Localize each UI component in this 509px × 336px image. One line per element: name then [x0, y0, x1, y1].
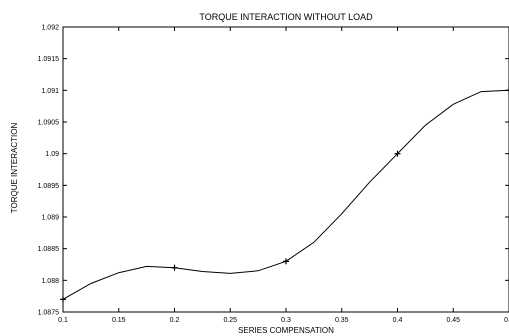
- x-tick-label-3: 0.25: [223, 317, 237, 324]
- y-tick-label-9: 1.092: [41, 25, 59, 32]
- x-tick-label-1: 0.15: [112, 317, 126, 324]
- markers: [60, 87, 509, 303]
- y-tick-label-8: 1.0915: [38, 56, 60, 63]
- y-tick-label-7: 1.091: [41, 88, 59, 95]
- data-point-4: [506, 87, 509, 94]
- y-tick-label-4: 1.0895: [38, 183, 60, 190]
- x-tick-label-6: 0.4: [393, 317, 403, 324]
- y-axis-label: TORQUE INTERACTION: [10, 123, 19, 214]
- x-tick-label-0: 0.1: [58, 317, 68, 324]
- y-tick-label-6: 1.0905: [38, 120, 60, 127]
- data-point-1: [171, 264, 178, 271]
- y-tick-label-1: 1.088: [41, 278, 59, 285]
- x-tick-label-5: 0.35: [335, 317, 349, 324]
- x-tick-label-4: 0.3: [281, 317, 291, 324]
- plot-area: [62, 26, 509, 313]
- y-tick-label-3: 1.089: [41, 215, 59, 222]
- y-tick-label-5: 1.09: [45, 151, 59, 158]
- ticks: 0.1 0.15 0.2 0.25 0.3 0.35 0.4 0.45 0.5 1.0875 1.0…: [38, 25, 509, 324]
- x-tick-label-7: 0.45: [446, 317, 460, 324]
- data-point-3: [394, 150, 401, 157]
- x-tick-label-8: 0.5: [504, 317, 509, 324]
- chart-title: TORQUE INTERACTION WITHOUT LOAD: [199, 12, 373, 22]
- data-point-2: [283, 258, 289, 265]
- y-tick-label-0: 1.0875: [38, 310, 60, 317]
- x-axis-label: SERIES COMPENSATION: [238, 326, 334, 335]
- y-tick-label-2: 1.0885: [38, 246, 60, 253]
- series-line: [62, 89, 509, 300]
- x-tick-label-2: 0.2: [170, 317, 180, 324]
- data-point-0: [60, 296, 66, 303]
